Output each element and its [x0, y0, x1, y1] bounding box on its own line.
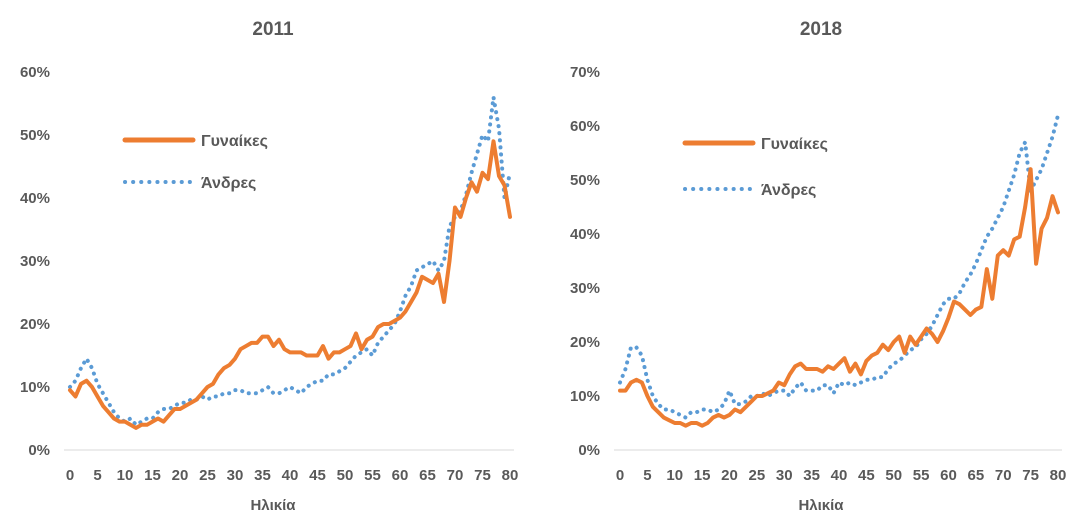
y-tick-label: 40% — [20, 190, 50, 207]
x-tick-label: 20 — [172, 467, 189, 484]
x-tick-label: 40 — [282, 467, 299, 484]
x-tick-label: 30 — [227, 467, 244, 484]
x-tick-label: 10 — [666, 467, 683, 484]
x-tick-label: 20 — [721, 467, 738, 484]
y-tick-label: 20% — [570, 334, 600, 351]
y-tick-label: 30% — [570, 280, 600, 297]
x-tick-label: 15 — [144, 467, 161, 484]
y-tick-label: 30% — [20, 253, 50, 270]
x-tick-label: 10 — [117, 467, 134, 484]
chart-title: 2018 — [800, 19, 842, 40]
chart-title: 2011 — [252, 19, 294, 40]
y-tick-label: 0% — [578, 442, 600, 459]
x-tick-label: 65 — [419, 467, 436, 484]
x-tick-label: 60 — [392, 467, 409, 484]
legend-label: Γυναίκες — [201, 133, 268, 150]
x-axis-label: Ηλικία — [798, 497, 844, 514]
y-tick-label: 10% — [570, 388, 600, 405]
x-tick-label: 45 — [309, 467, 326, 484]
y-tick-label: 40% — [570, 226, 600, 243]
x-tick-label: 0 — [66, 467, 74, 484]
legend-label: Άνδρες — [761, 182, 816, 199]
x-tick-label: 50 — [337, 467, 354, 484]
x-tick-label: 25 — [199, 467, 216, 484]
series-line-women — [68, 139, 512, 430]
x-tick-label: 50 — [885, 467, 902, 484]
y-tick-label: 60% — [20, 64, 50, 81]
y-tick-label: 50% — [20, 127, 50, 144]
y-tick-label: 10% — [20, 379, 50, 396]
x-tick-label: 65 — [968, 467, 985, 484]
x-tick-label: 55 — [364, 467, 381, 484]
legend-label: Άνδρες — [201, 175, 256, 192]
series-line-women — [618, 167, 1060, 428]
y-tick-label: 0% — [28, 442, 50, 459]
y-tick-label: 70% — [570, 64, 600, 81]
x-tick-label: 75 — [474, 467, 491, 484]
x-tick-label: 35 — [254, 467, 271, 484]
x-tick-label: 5 — [93, 467, 101, 484]
x-tick-label: 5 — [643, 467, 651, 484]
x-tick-label: 80 — [502, 467, 519, 484]
legend-label: Γυναίκες — [761, 136, 828, 153]
x-tick-label: 80 — [1050, 467, 1067, 484]
x-tick-label: 0 — [616, 467, 624, 484]
x-tick-label: 35 — [803, 467, 820, 484]
x-tick-label: 45 — [858, 467, 875, 484]
y-tick-label: 60% — [570, 118, 600, 135]
y-tick-label: 50% — [570, 172, 600, 189]
chart-panel-2018: 2018 Ηλικία 0% 10% 20% 30% 40% 50% 60% 70% 0 5 10 1… — [570, 19, 1066, 514]
x-tick-label: 25 — [749, 467, 766, 484]
x-tick-label: 15 — [694, 467, 711, 484]
x-axis-label: Ηλικία — [250, 497, 296, 514]
x-tick-label: 30 — [776, 467, 793, 484]
series-line-men — [618, 113, 1060, 420]
y-tick-label: 20% — [20, 316, 50, 333]
x-tick-label: 70 — [995, 467, 1012, 484]
series-line-men — [68, 95, 512, 427]
x-tick-label: 70 — [447, 467, 464, 484]
x-tick-label: 60 — [940, 467, 957, 484]
chart-panel-2011: 2011 Ηλικία 0% 10% 20% 30% 40% 50% 60% 0 5 10 15 20… — [20, 19, 518, 514]
x-tick-label: 55 — [913, 467, 930, 484]
x-tick-label: 40 — [831, 467, 848, 484]
x-tick-label: 75 — [1022, 467, 1039, 484]
